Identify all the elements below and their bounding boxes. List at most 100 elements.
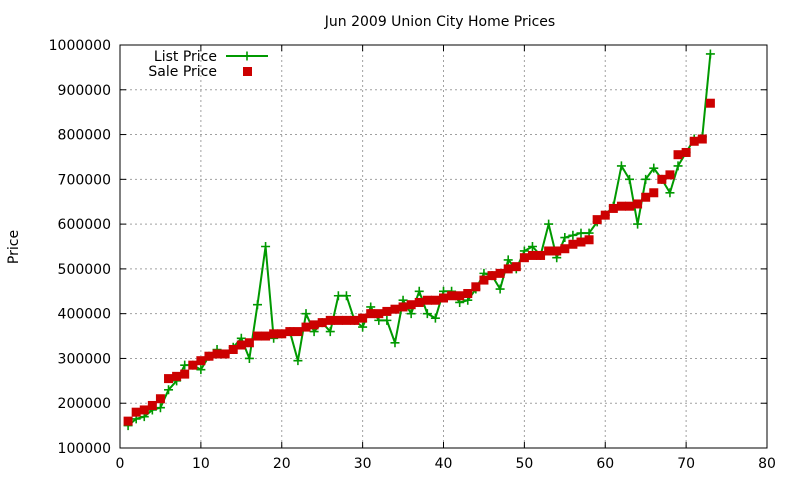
sale-price-point xyxy=(285,327,295,337)
list-price-point xyxy=(180,360,190,370)
axis-ticks: 0 10 20 30 40 50 60 70 80 100000 200000 300000 40000… xyxy=(49,38,776,472)
x-tick-label: 50 xyxy=(515,456,533,472)
list-price-point xyxy=(196,365,206,375)
chart-title: Jun 2009 Union City Home Prices xyxy=(324,14,555,30)
sale-price-point xyxy=(681,147,691,157)
y-tick-label: 800000 xyxy=(58,128,111,144)
sale-price-point xyxy=(301,322,311,332)
sale-price-point xyxy=(309,320,319,330)
list-price-point xyxy=(358,322,368,332)
list-price-point xyxy=(422,309,432,319)
list-price-point xyxy=(261,242,271,251)
sale-price-point xyxy=(261,331,271,341)
x-tick-label: 70 xyxy=(677,456,695,472)
list-price-point xyxy=(560,233,570,243)
sale-price-point xyxy=(422,295,432,305)
list-price-point xyxy=(390,338,400,348)
list-price-point xyxy=(382,315,392,325)
sale-price-point xyxy=(608,203,618,213)
legend-marker-list-price xyxy=(242,51,252,61)
sale-price-point xyxy=(657,174,667,184)
sale-price-point xyxy=(576,237,586,247)
sale-price-point xyxy=(252,331,262,341)
sale-price-point xyxy=(560,244,570,254)
y-tick-label: 500000 xyxy=(58,262,111,278)
x-tick-label: 40 xyxy=(435,456,453,472)
sale-price-point xyxy=(139,405,149,415)
list-price-point xyxy=(616,161,626,171)
y-tick-label: 900000 xyxy=(58,83,111,99)
sale-price-point xyxy=(325,315,335,325)
list-price-point xyxy=(341,291,351,301)
sale-price-point xyxy=(244,338,254,348)
list-price-line xyxy=(127,53,712,427)
list-price-point xyxy=(641,174,651,184)
series-list-price xyxy=(123,49,715,431)
sale-price-point xyxy=(277,329,287,339)
list-price-point xyxy=(301,309,311,319)
sale-price-point xyxy=(584,235,594,245)
sale-price-point xyxy=(406,300,416,310)
list-price-point xyxy=(527,242,537,251)
sale-price-point xyxy=(131,407,141,417)
list-price-point xyxy=(568,230,578,240)
sale-price-point xyxy=(366,309,376,319)
sale-price-point xyxy=(600,210,610,220)
y-tick-label: 600000 xyxy=(58,217,111,233)
sale-price-point xyxy=(511,262,521,272)
sale-price-point xyxy=(341,315,351,325)
sale-price-point xyxy=(164,374,174,384)
sale-price-point xyxy=(527,250,537,260)
sale-price-point xyxy=(180,369,190,379)
list-price-point xyxy=(544,219,554,229)
legend-label-sale-price: Sale Price xyxy=(148,64,217,80)
sale-price-point xyxy=(463,289,473,299)
list-price-point xyxy=(430,313,440,323)
list-price-point xyxy=(495,284,505,294)
sale-price-point xyxy=(519,253,529,263)
list-price-point xyxy=(414,286,424,296)
sale-price-point xyxy=(536,250,546,260)
sale-price-point xyxy=(479,275,489,285)
list-price-point xyxy=(576,228,586,238)
sale-price-point xyxy=(212,349,222,359)
y-tick-label: 200000 xyxy=(58,396,111,412)
sale-price-point xyxy=(414,297,424,307)
sale-price-point xyxy=(705,98,715,108)
sale-price-point xyxy=(503,264,513,274)
sale-price-point xyxy=(697,134,707,144)
sale-price-point xyxy=(544,246,554,256)
sale-price-point xyxy=(552,246,562,256)
list-price-point xyxy=(705,49,715,59)
sale-price-point xyxy=(220,349,230,359)
sale-price-point xyxy=(398,302,408,312)
sale-price-point xyxy=(592,215,602,225)
sale-price-point xyxy=(236,340,246,350)
sale-price-point xyxy=(228,344,238,354)
x-tick-label: 80 xyxy=(758,456,776,472)
y-tick-label: 700000 xyxy=(58,172,111,188)
x-tick-label: 10 xyxy=(192,456,210,472)
y-tick-label: 400000 xyxy=(58,307,111,323)
sale-price-point xyxy=(333,315,343,325)
sale-price-point xyxy=(665,170,675,180)
legend-label-list-price: List Price xyxy=(154,49,217,65)
sale-price-point xyxy=(293,327,303,337)
sale-price-point xyxy=(374,309,384,319)
sale-price-point xyxy=(633,199,643,209)
sale-price-point xyxy=(616,201,626,211)
sale-price-point xyxy=(439,293,448,303)
sale-price-point xyxy=(155,394,165,404)
x-tick-label: 0 xyxy=(116,456,125,472)
x-tick-label: 30 xyxy=(354,456,372,472)
sale-price-point xyxy=(188,360,198,370)
sale-price-point xyxy=(641,192,651,202)
sale-price-point xyxy=(358,313,368,323)
sale-price-point xyxy=(649,188,659,198)
sale-price-point xyxy=(172,371,182,381)
x-tick-label: 20 xyxy=(273,456,291,472)
legend: List Price Sale Price xyxy=(148,49,268,80)
sale-price-point xyxy=(390,304,400,314)
list-price-point xyxy=(333,291,343,301)
